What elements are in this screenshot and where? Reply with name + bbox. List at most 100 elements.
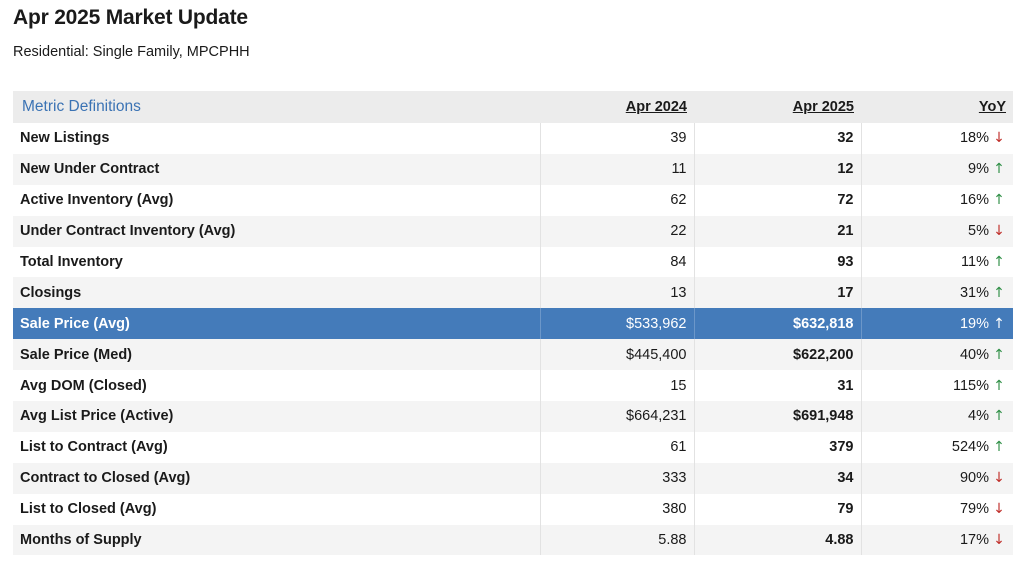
metric-name-cell: Avg DOM (Closed) xyxy=(13,370,540,401)
yoy-value-cell: 79% ↓ xyxy=(860,493,1013,525)
apr-2024-value-cell: 39 xyxy=(539,123,694,154)
yoy-value-text: 19% xyxy=(959,315,989,332)
apr-2025-value-text: 93 xyxy=(837,254,854,270)
apr-2025-value-cell: 31 xyxy=(693,370,861,402)
apr-2024-value-cell: 84 xyxy=(539,246,694,278)
metric-name-text: List to Contract (Avg) xyxy=(20,439,168,456)
metric-name-text: List to Closed (Avg) xyxy=(20,501,157,518)
arrow-up-icon: ↑ xyxy=(993,284,1005,301)
arrow-up-icon: ↑ xyxy=(993,192,1005,209)
yoy-value-cell: 115% ↑ xyxy=(860,370,1013,402)
yoy-value-cell: 31% ↑ xyxy=(860,277,1013,309)
arrow-up-icon: ↑ xyxy=(993,346,1005,363)
metric-name-cell: List to Closed (Avg) xyxy=(13,494,540,525)
apr-2025-value-text: $622,200 xyxy=(793,346,854,363)
apr-2025-value-cell: 17 xyxy=(693,277,861,309)
yoy-value-text: 31% xyxy=(959,284,989,301)
yoy-value-text: 17% xyxy=(959,532,989,549)
apr-2024-value-text: 62 xyxy=(670,192,687,209)
table-row: Total Inventory 84 93 11% ↑ xyxy=(13,246,1013,278)
apr-2025-value-text: 379 xyxy=(829,439,854,456)
apr-2024-value-cell: $445,400 xyxy=(539,339,694,371)
metric-name-text: Sale Price (Med) xyxy=(20,346,133,363)
apr-2025-value-text: 4.88 xyxy=(825,532,854,549)
sort-apr-2025-link[interactable]: Apr 2025 xyxy=(792,99,854,115)
sort-yoy-link[interactable]: YoY xyxy=(978,99,1006,115)
table-row: Under Contract Inventory (Avg) 22 21 5% ↓ xyxy=(13,215,1013,247)
apr-2024-value-text: $533,962 xyxy=(626,315,687,332)
table-row: Avg DOM (Closed) 15 31 115% ↑ xyxy=(13,370,1013,402)
apr-2025-value-text: 32 xyxy=(837,130,854,147)
table-row: Closings 13 17 31% ↑ xyxy=(13,277,1013,309)
apr-2024-value-text: 5.88 xyxy=(658,532,687,549)
metric-name-text: New Under Contract xyxy=(20,161,160,178)
table-row: Sale Price (Avg) $533,962 $632,818 19% ↑ xyxy=(13,308,1013,340)
table-row: New Under Contract 11 12 9% ↑ xyxy=(13,153,1013,185)
page-title: Apr 2025 Market Update xyxy=(13,6,248,29)
apr-2025-value-cell: $632,818 xyxy=(693,308,861,340)
metric-name-text: Active Inventory (Avg) xyxy=(20,192,174,209)
apr-2024-value-cell: $533,962 xyxy=(539,308,694,340)
metric-name-cell: Sale Price (Avg) xyxy=(13,308,540,339)
yoy-value-text: 4% xyxy=(968,408,989,425)
apr-2024-value-cell: $664,231 xyxy=(539,401,694,432)
yoy-value-text: 9% xyxy=(968,161,989,178)
apr-2025-value-cell: 21 xyxy=(693,215,861,247)
market-metrics-table: Metric Definitions Apr 2024 Apr 2025 YoY… xyxy=(13,91,1013,556)
apr-2025-value-cell: $691,948 xyxy=(693,401,861,432)
apr-2024-value-text: 84 xyxy=(670,254,687,270)
metric-name-cell: New Listings xyxy=(13,123,540,154)
arrow-up-icon: ↑ xyxy=(993,377,1005,394)
yoy-value-cell: 4% ↑ xyxy=(860,401,1013,432)
yoy-value-text: 524% xyxy=(951,439,989,456)
metric-name-text: Contract to Closed (Avg) xyxy=(20,470,191,487)
metric-name-text: Total Inventory xyxy=(20,254,123,270)
apr-2025-value-cell: 32 xyxy=(693,123,861,154)
apr-2024-value-cell: 61 xyxy=(539,431,694,463)
yoy-value-cell: 524% ↑ xyxy=(860,431,1013,463)
arrow-down-icon: ↓ xyxy=(993,501,1005,518)
yoy-value-cell: 5% ↓ xyxy=(860,215,1013,247)
table-row: Active Inventory (Avg) 62 72 16% ↑ xyxy=(13,184,1013,216)
apr-2024-value-text: $445,400 xyxy=(626,346,687,363)
apr-2025-value-cell: 34 xyxy=(693,462,861,494)
apr-2024-value-cell: 380 xyxy=(539,493,694,525)
apr-2024-value-text: 22 xyxy=(670,223,687,240)
apr-2025-value-text: 34 xyxy=(837,470,854,487)
yoy-value-cell: 9% ↑ xyxy=(860,153,1013,185)
apr-2025-value-text: $691,948 xyxy=(793,408,854,425)
table-header: Metric Definitions Apr 2024 Apr 2025 YoY xyxy=(13,91,1013,123)
yoy-value-cell: 19% ↑ xyxy=(860,308,1013,340)
apr-2025-value-cell: $622,200 xyxy=(693,339,861,371)
yoy-value-cell: 18% ↓ xyxy=(860,123,1013,154)
metric-name-cell: Closings xyxy=(13,277,540,308)
apr-2024-value-text: 380 xyxy=(662,501,687,518)
apr-2025-value-text: 17 xyxy=(837,284,854,301)
page-subtitle: Residential: Single Family, MPCPHH xyxy=(13,44,250,60)
column-header-curr: Apr 2025 xyxy=(694,91,861,123)
yoy-value-cell: 11% ↑ xyxy=(860,246,1013,278)
table-row: New Listings 39 32 18% ↓ xyxy=(13,123,1013,154)
apr-2025-value-cell: 72 xyxy=(693,184,861,216)
apr-2025-value-text: 72 xyxy=(837,192,854,209)
metric-name-cell: Months of Supply xyxy=(13,525,540,556)
yoy-value-text: 18% xyxy=(959,130,989,147)
arrow-down-icon: ↓ xyxy=(993,532,1005,549)
yoy-value-text: 40% xyxy=(959,346,989,363)
apr-2024-value-cell: 62 xyxy=(539,184,694,216)
column-header-prev: Apr 2024 xyxy=(540,91,694,123)
arrow-down-icon: ↓ xyxy=(993,470,1005,487)
apr-2024-value-text: $664,231 xyxy=(626,408,687,425)
metric-definitions-link[interactable]: Metric Definitions xyxy=(22,98,141,115)
table-header-row: Metric Definitions Apr 2024 Apr 2025 YoY xyxy=(13,91,1013,123)
arrow-down-icon: ↓ xyxy=(993,130,1005,147)
apr-2025-value-text: 79 xyxy=(837,501,854,518)
column-header-yoy: YoY xyxy=(861,91,1013,123)
apr-2025-value-cell: 93 xyxy=(693,246,861,278)
table-row: Months of Supply 5.88 4.88 17% ↓ xyxy=(13,524,1013,556)
apr-2024-value-text: 61 xyxy=(670,439,687,456)
apr-2024-value-cell: 15 xyxy=(539,370,694,402)
apr-2024-value-cell: 5.88 xyxy=(539,524,694,556)
sort-apr-2024-link[interactable]: Apr 2024 xyxy=(625,99,687,115)
metric-name-cell: Active Inventory (Avg) xyxy=(13,185,540,216)
